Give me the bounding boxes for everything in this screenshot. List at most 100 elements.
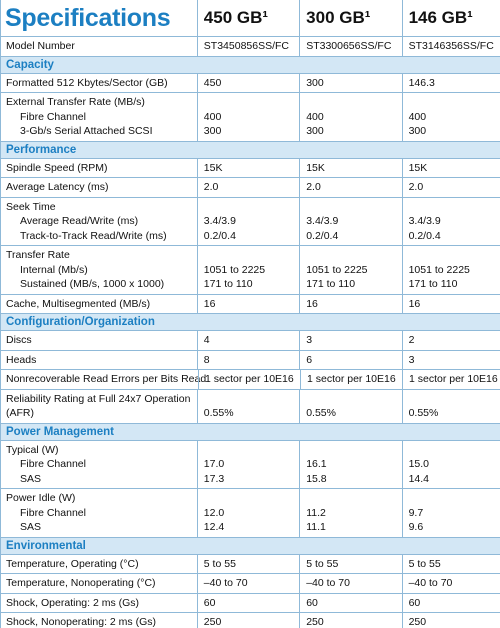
spacer [204,443,299,458]
spec-value: 400 [306,110,324,123]
spec-value: 15.8 [306,472,327,485]
spec-value-cell: 15K [196,158,299,177]
spec-value: 0.2/0.4 [306,229,339,242]
spec-label-cell: Formatted 512 Kbytes/Sector (GB) [1,74,197,93]
spec-value: 16 [203,297,216,310]
spec-label: Shock, Operating: 2 ms (Gs) [6,596,140,609]
spec-label-cell: Reliability Rating at Full 24x7 Operatio… [1,390,197,423]
spec-value-cell: 1 sector per 10E16 [401,370,500,389]
spec-label-cell: Transfer Rate Internal (Mb/s) Sustained (M… [1,246,197,294]
spec-value: 300 [408,125,427,137]
spec-value-cell: 16 [196,294,299,313]
spec-label: Model Number [6,40,75,52]
spec-value-cell: 60 [299,593,401,612]
spec-row: Temperature, Operating (°C) 5 to 55 5 to 5… [1,554,500,574]
spec-value-cell: 3 [299,331,401,350]
spec-value-cell: 250 [401,613,500,628]
spec-value: 3 [408,353,415,366]
spec-value-cell: 5 to 55 [401,554,500,573]
spec-value-cell: 1 sector per 10E16 [299,370,402,389]
spec-row: Nonrecoverable Read Errors per Bits Read… [1,370,500,390]
spec-value: 16.1 [306,458,327,470]
spec-value-cell: 0.55% [299,389,401,423]
spec-label: Formatted 512 Kbytes/Sector (GB) [6,76,168,89]
spec-label: Spindle Speed (RPM) [6,161,108,174]
section-header: Environmental [1,537,500,555]
spec-row: Cache, Multisegmented (MB/s) 16 16 16 [1,294,500,314]
spec-value: 0.55% [408,407,439,419]
spec-row: External Transfer Rate (MB/s) Fibre Chann… [1,93,500,142]
spec-label: Discs [6,334,32,346]
spec-value: 6 [306,353,313,366]
spec-value: 60 [408,596,421,609]
spec-value: 0.55% [203,407,234,419]
spec-value-cell: 250 [196,613,299,628]
spec-label: SAS [20,521,42,533]
spec-value: ST3146356SS/FC [408,40,494,52]
spec-value: 12.4 [203,521,225,533]
spec-label: Shock, Nonoperating: 2 ms (Gs) [6,616,156,628]
spec-label: Nonrecoverable Read Errors per Bits Read [6,373,207,385]
spec-value-cell: 4 [196,331,299,350]
spec-label: Heads [6,353,37,366]
spec-value-cell: 2 [401,331,500,350]
table-title: Specifications [5,3,171,32]
spec-value-cell: 12.0 12.4 [196,489,299,537]
spec-value-cell: 0.55% [196,389,299,423]
spec-value-cell: 3.4/3.9 0.2/0.4 [401,197,500,245]
spec-value-cell: 60 [401,593,500,612]
spec-label-cell: External Transfer Rate (MB/s) Fibre Chann… [1,93,197,141]
spec-label: Average Read/Write (ms) [20,215,139,227]
spacer [409,248,500,263]
spec-value: 0.2/0.4 [203,229,236,242]
spec-label: Temperature, Operating (°C) [6,557,139,570]
spec-value: 2.0 [408,181,424,193]
spec-value: 450 [203,76,222,89]
spec-value: 5 to 55 [408,557,441,570]
spec-value-cell: 1 sector per 10E16 [198,370,300,389]
spec-value: 11.2 [306,506,326,519]
spec-value: –40 to 70 [408,577,453,589]
spec-value-cell: 15.0 14.4 [401,440,500,488]
spec-label: Transfer Rate [6,249,70,261]
spec-row: Shock, Nonoperating: 2 ms (Gs) 250 250 250 [1,613,500,628]
spec-row: Transfer Rate Internal (Mb/s) Sustained (M… [1,246,500,295]
spec-label: Seek Time [6,200,56,213]
spec-value: 11.1 [306,521,326,533]
spec-label: Power Idle (W) [6,492,76,504]
spec-label-cell: Temperature, Nonoperating (°C) [1,574,197,593]
spec-label-cell: Average Latency (ms) [1,178,197,197]
spec-value: 1 sector per 10E16 [306,373,396,385]
spec-value: 250 [306,616,324,628]
spec-value-cell: 3.4/3.9 0.2/0.4 [196,197,299,245]
spec-value: 171 to 110 [306,278,356,290]
spec-value: 250 [203,616,222,628]
spec-label: (AFR) [6,407,34,419]
spacer [409,200,500,215]
spec-value: –40 to 70 [306,577,350,589]
spec-value-cell: 16 [299,294,401,313]
spec-value-cell: 60 [196,593,299,612]
spec-value-cell: ST3300656SS/FC [299,37,401,56]
spec-value: 171 to 110 [203,278,253,290]
spec-row: Spindle Speed (RPM) 15K 15K 15K [1,158,500,178]
section-header: Power Management [1,423,500,441]
spec-label-cell: Seek Time Average Read/Write (ms) Track-to… [1,198,197,246]
spec-value-cell: 15K [401,158,500,177]
spec-value-cell: 9.7 9.6 [401,489,500,537]
spec-value: 60 [306,596,318,609]
spec-value: 2.0 [203,181,219,193]
spec-label: Internal (Mb/s) [20,263,88,276]
spec-value: 0.55% [306,407,336,419]
spec-value: 1051 to 2225 [203,263,266,276]
spec-value: 400 [408,110,427,123]
spec-value: ST3300656SS/FC [306,40,392,52]
spec-value: ST3450856SS/FC [203,40,290,52]
spec-label: Reliability Rating at Full 24x7 Operatio… [6,392,191,405]
spec-row: Typical (W) Fibre Channel SAS 17.0 17.3 16.1 1… [1,440,500,489]
spec-value-cell: 16.1 15.8 [299,440,401,488]
spec-value-cell: –40 to 70 [299,574,401,593]
spec-value: 0.2/0.4 [408,229,441,242]
spec-label-cell: Shock, Operating: 2 ms (Gs) [1,594,197,613]
spec-value: 17.0 [203,458,225,470]
